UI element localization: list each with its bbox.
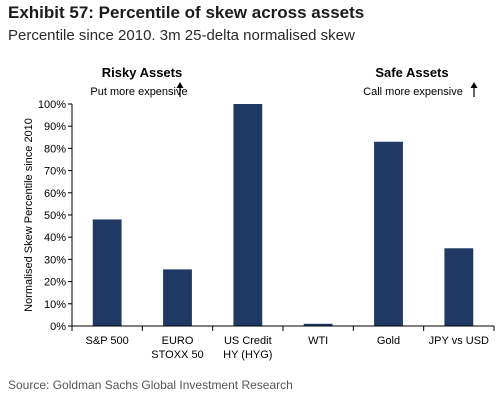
y-axis-title-group: Normalised Skew Percentile since 2010	[23, 118, 35, 312]
bar-chart: Normalised Skew Percentile since 2010 Ri…	[23, 65, 495, 361]
risky-assets-annotation: Risky Assets Put more expensive	[90, 65, 187, 98]
safe-assets-subtitle: Call more expensive	[363, 86, 463, 98]
up-arrow-icon	[470, 82, 478, 97]
y-tick-label: 50%	[44, 210, 66, 222]
x-category-label: US Credit	[224, 335, 272, 347]
bar	[233, 104, 263, 326]
risky-assets-title: Risky Assets	[102, 65, 182, 80]
x-category-label: JPY vs USD	[429, 335, 489, 347]
y-tick-label: 60%	[44, 188, 66, 200]
y-tick-label: 90%	[44, 121, 66, 133]
y-tick-label: 70%	[44, 166, 66, 178]
chart-title: Exhibit 57: Percentile of skew across as…	[8, 3, 365, 22]
x-category-label: EURO	[162, 335, 194, 347]
y-axis-title: Normalised Skew Percentile since 2010	[23, 118, 35, 312]
source-note: Source: Goldman Sachs Global Investment …	[8, 378, 293, 392]
bar	[444, 248, 474, 326]
y-tick-label: 10%	[44, 299, 66, 311]
safe-assets-title: Safe Assets	[375, 65, 448, 80]
bar	[374, 141, 403, 326]
safe-assets-annotation: Safe Assets Call more expensive	[363, 65, 478, 98]
y-tick-label: 20%	[44, 277, 66, 289]
y-tick-label: 40%	[44, 232, 66, 244]
risky-assets-subtitle: Put more expensive	[90, 86, 187, 98]
x-category-label: Gold	[377, 335, 400, 347]
bar	[92, 219, 122, 326]
y-tick-label: 100%	[38, 99, 66, 111]
y-tick-label: 80%	[44, 143, 66, 155]
x-category-label: S&P 500	[86, 335, 129, 347]
y-tick-label: 0%	[50, 321, 66, 333]
up-arrow-icon	[176, 82, 184, 97]
chart-subtitle: Percentile since 2010. 3m 25-delta norma…	[8, 27, 355, 44]
y-tick-label: 30%	[44, 254, 66, 266]
plot-area: 0% 10% 20% 30% 40% 50% 60% 70% 80% 90% 100% S&P 500…	[38, 99, 495, 361]
bar	[303, 323, 333, 326]
x-category-label: WTI	[308, 335, 328, 347]
x-category-label: STOXX 50	[151, 349, 203, 361]
x-category-label: HY (HYG)	[223, 349, 272, 361]
bar	[163, 269, 192, 326]
